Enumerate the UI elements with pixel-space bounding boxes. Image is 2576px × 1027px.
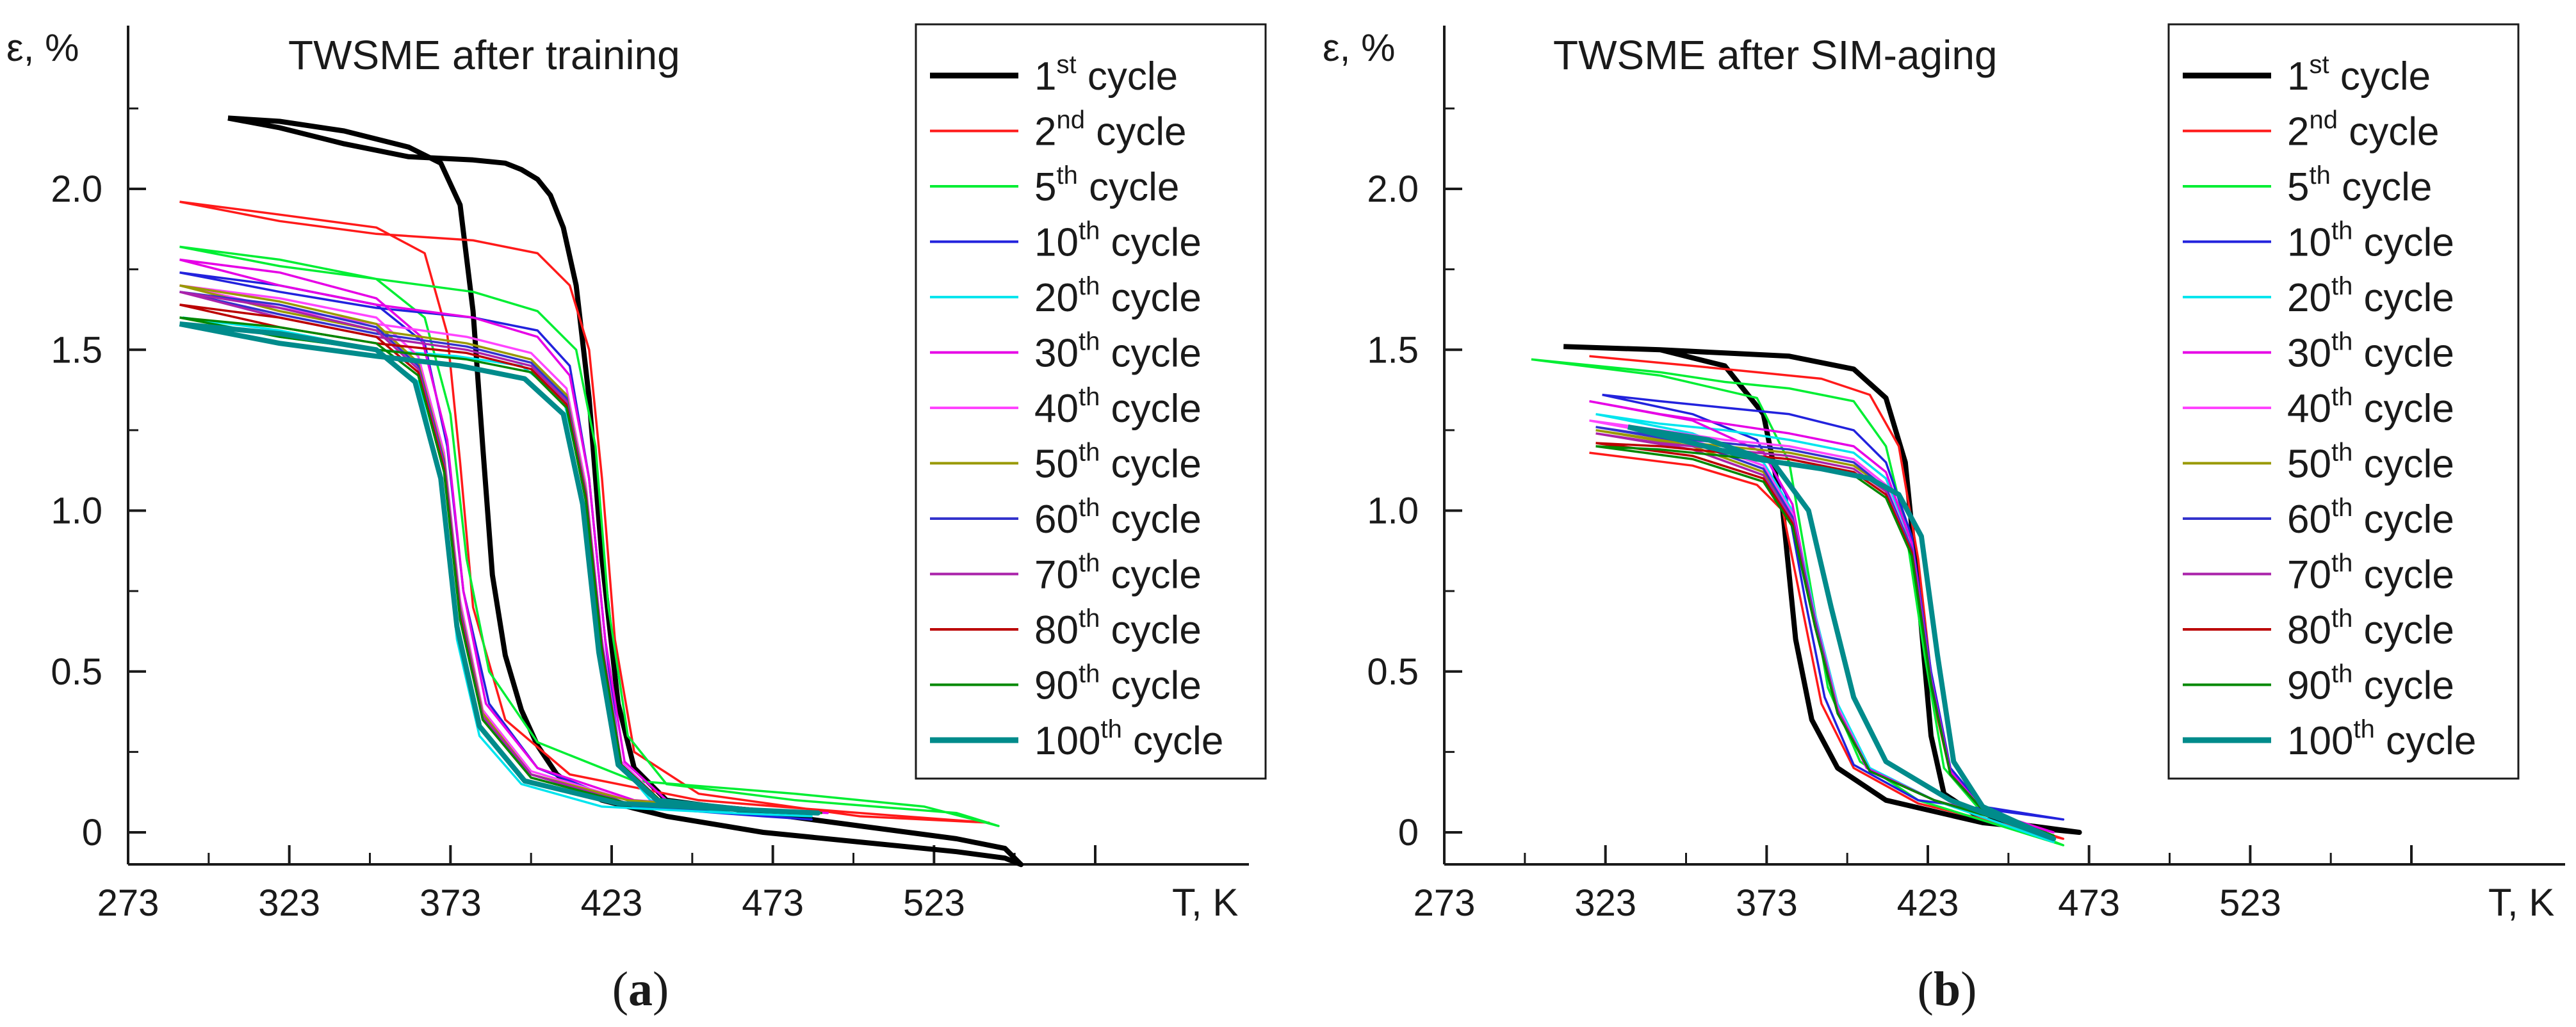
legend-label: 90th cycle xyxy=(1034,660,1202,708)
series-line-1st-cycle xyxy=(227,115,1024,868)
x-tick-label: 423 xyxy=(1897,882,1959,924)
x-tick-label: 323 xyxy=(1574,882,1636,924)
legend-label: 90th cycle xyxy=(2287,660,2454,708)
x-tick-label: 473 xyxy=(2058,882,2120,924)
x-tick-label: 273 xyxy=(97,882,159,924)
legend-box xyxy=(2167,23,2520,780)
legend-label: 60th cycle xyxy=(1034,494,1202,542)
legend-label: 1st cycle xyxy=(1034,51,1178,99)
y-axis-label: ε, % xyxy=(1323,26,1395,69)
y-tick-label: 0 xyxy=(1398,812,1419,853)
legend-label: 10th cycle xyxy=(2287,217,2454,265)
x-tick-label: 373 xyxy=(420,882,482,924)
panel-a-training: 0 0.5 1.0 1.5 2.0 273 323 373 423 473 523 ε, % T, K T… xyxy=(6,23,1267,1016)
x-tick-label: 523 xyxy=(903,882,965,924)
x-tick-label: 523 xyxy=(2219,882,2281,924)
legend-label: 20th cycle xyxy=(1034,272,1202,320)
legend-label: 70th cycle xyxy=(1034,549,1202,597)
series-line-2nd-cycle xyxy=(179,200,990,824)
legend-label: 5th cycle xyxy=(1034,161,1179,209)
panel-label: (b) xyxy=(1918,962,1977,1016)
legend-label: 2nd cycle xyxy=(1034,106,1186,154)
legend-box xyxy=(915,23,1267,780)
series-line-100th-cycle xyxy=(1627,424,2057,841)
chart-title: TWSME after SIM-aging xyxy=(1553,32,1998,78)
x-tick-label: 323 xyxy=(258,882,320,924)
legend-label: 30th cycle xyxy=(2287,328,2454,376)
legend-label: 1st cycle xyxy=(2287,51,2431,99)
y-tick-label: 0 xyxy=(82,812,102,853)
x-tick-label: 373 xyxy=(1736,882,1798,924)
legend-label: 5th cycle xyxy=(2287,161,2432,209)
legend-label: 60th cycle xyxy=(2287,494,2454,542)
legend-label: 40th cycle xyxy=(2287,383,2454,431)
x-axis-label: T, K xyxy=(1172,881,1238,924)
legend-label: 80th cycle xyxy=(2287,604,2454,652)
y-tick-label: 1.0 xyxy=(51,490,102,532)
legend-label: 20th cycle xyxy=(2287,272,2454,320)
y-axis-label: ε, % xyxy=(6,26,79,69)
legend-label: 50th cycle xyxy=(2287,439,2454,487)
x-tick-label: 273 xyxy=(1414,882,1476,924)
y-tick-label: 0.5 xyxy=(1367,651,1419,693)
series-line-5th-cycle xyxy=(179,245,1000,827)
legend-label: 100th cycle xyxy=(2287,715,2476,763)
legend-label: 100th cycle xyxy=(1034,715,1223,763)
legend-label: 2nd cycle xyxy=(2287,106,2439,154)
panel-label: (a) xyxy=(612,962,669,1016)
y-tick-label: 1.0 xyxy=(1367,490,1419,532)
panel-b-sim-aging: 0 0.5 1.0 1.5 2.0 273 323 373 423 473 523 ε, % T, K T… xyxy=(1323,23,2565,1016)
x-tick-label: 423 xyxy=(581,882,643,924)
legend-label: 10th cycle xyxy=(1034,217,1202,265)
series-line-100th-cycle xyxy=(179,321,821,816)
x-tick-label: 473 xyxy=(742,882,804,924)
y-tick-label: 0.5 xyxy=(51,651,102,693)
x-axis-label: T, K xyxy=(2488,881,2554,924)
chart-title: TWSME after training xyxy=(288,32,680,78)
legend-label: 40th cycle xyxy=(1034,383,1202,431)
legend-label: 50th cycle xyxy=(1034,439,1202,487)
y-tick-label: 1.5 xyxy=(51,329,102,371)
y-tick-label: 1.5 xyxy=(1367,329,1419,371)
legend-label: 70th cycle xyxy=(2287,549,2454,597)
legend-label: 30th cycle xyxy=(1034,328,1202,376)
y-tick-label: 2.0 xyxy=(1367,168,1419,210)
y-tick-label: 2.0 xyxy=(51,168,102,210)
legend-label: 80th cycle xyxy=(1034,604,1202,652)
